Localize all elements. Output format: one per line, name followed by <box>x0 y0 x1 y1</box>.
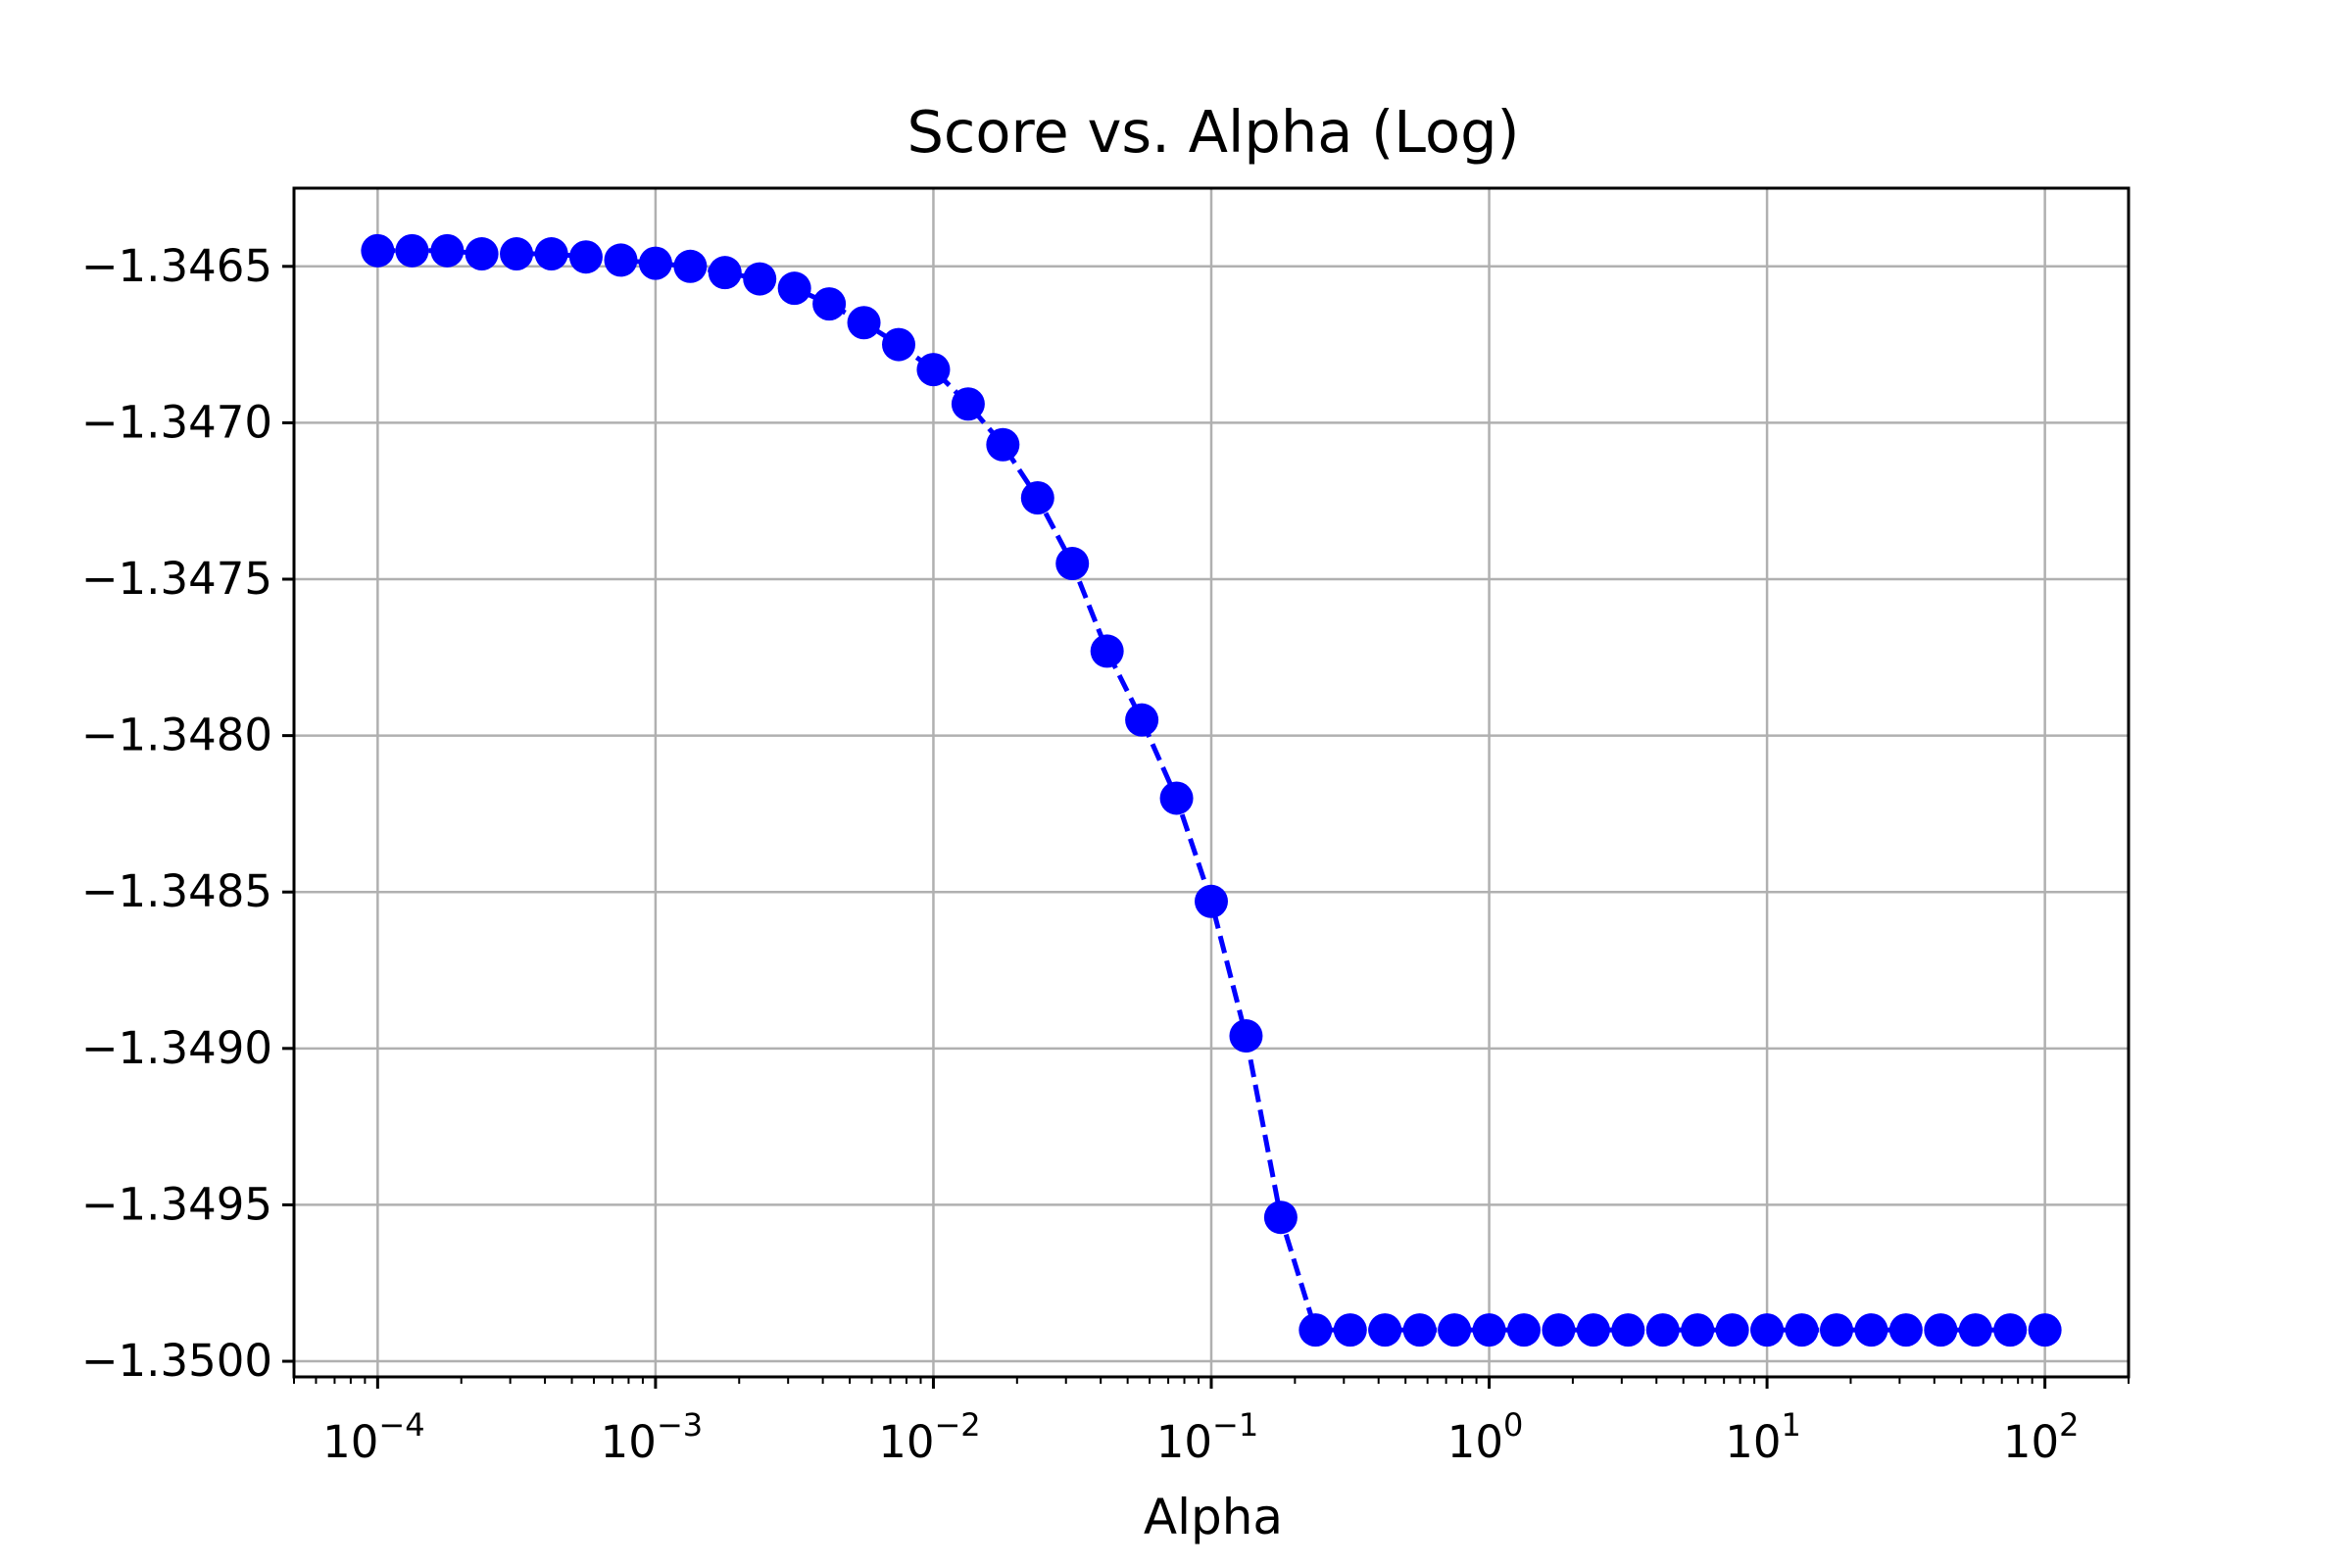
x-tick-label: 10−4 <box>322 1406 424 1468</box>
data-point <box>1402 1313 1437 1348</box>
data-point <box>1888 1313 1923 1348</box>
data-point <box>777 271 811 306</box>
x-tick-label: 10−2 <box>878 1406 980 1468</box>
data-point <box>1333 1313 1367 1348</box>
data-point <box>847 306 881 340</box>
y-tick-label: −1.3490 <box>81 1022 272 1074</box>
y-tick-label: −1.3495 <box>81 1178 272 1230</box>
data-point <box>1368 1313 1402 1348</box>
x-axis-ticks: 10−4 10−3 10−2 10−1 100 101 102 <box>293 1377 2130 1468</box>
data-point <box>882 327 916 362</box>
y-tick-label: −1.3480 <box>81 710 272 761</box>
data-point <box>1819 1313 1853 1348</box>
data-point <box>568 240 603 274</box>
y-tick-label: −1.3470 <box>81 396 272 448</box>
data-point <box>951 387 985 421</box>
x-tick-label: 102 <box>2003 1406 2080 1468</box>
x-tick-label: 100 <box>1447 1406 1524 1468</box>
data-point <box>1472 1313 1506 1348</box>
data-point <box>534 237 568 271</box>
data-point <box>1020 481 1054 515</box>
x-tick-label: 10−1 <box>1156 1406 1258 1468</box>
data-point <box>361 233 395 268</box>
data-point <box>1298 1313 1333 1348</box>
y-tick-label: −1.3475 <box>81 553 272 605</box>
data-point <box>1715 1313 1749 1348</box>
data-point <box>638 246 672 280</box>
data-point <box>1159 781 1194 815</box>
data-point <box>1195 884 1228 918</box>
data-point <box>1576 1313 1610 1348</box>
y-axis-ticks: −1.3465 −1.3470 −1.3475 −1.3480 −1.3485 −1.34… <box>81 240 294 1387</box>
data-point <box>673 249 708 283</box>
data-point <box>395 233 429 268</box>
data-point <box>1958 1313 1992 1348</box>
data-point <box>1055 547 1090 581</box>
data-point <box>1645 1313 1680 1348</box>
data-point <box>1785 1313 1819 1348</box>
data-point <box>1229 1019 1263 1054</box>
data-point <box>986 427 1020 462</box>
grid <box>294 188 2129 1377</box>
y-tick-label: −1.3465 <box>81 240 272 292</box>
data-point <box>604 243 638 277</box>
data-points <box>361 233 2062 1348</box>
data-point <box>430 233 465 268</box>
data-point <box>708 256 742 290</box>
data-point <box>916 353 951 387</box>
x-axis-label: Alpha <box>1144 1489 1283 1545</box>
data-point <box>1125 703 1159 737</box>
data-point <box>743 262 777 296</box>
data-point <box>1090 634 1124 668</box>
data-point <box>1611 1313 1645 1348</box>
data-point <box>1438 1313 1472 1348</box>
x-tick-label: 10−3 <box>601 1406 703 1468</box>
data-point <box>1993 1313 2028 1348</box>
data-point <box>1854 1313 1888 1348</box>
y-tick-label: −1.3485 <box>81 865 272 917</box>
chart-title: Score vs. Alpha (Log) <box>906 98 1519 166</box>
data-point <box>812 287 847 321</box>
x-tick-label: 101 <box>1725 1406 1801 1468</box>
data-point <box>1542 1313 1576 1348</box>
data-point <box>1263 1200 1298 1235</box>
data-point <box>1681 1313 1715 1348</box>
data-point <box>1924 1313 1958 1348</box>
data-point <box>1750 1313 1785 1348</box>
data-point <box>1506 1313 1541 1348</box>
data-point <box>500 237 534 271</box>
y-tick-label: −1.3500 <box>81 1335 272 1387</box>
data-point <box>465 237 499 271</box>
data-point <box>2028 1313 2062 1348</box>
